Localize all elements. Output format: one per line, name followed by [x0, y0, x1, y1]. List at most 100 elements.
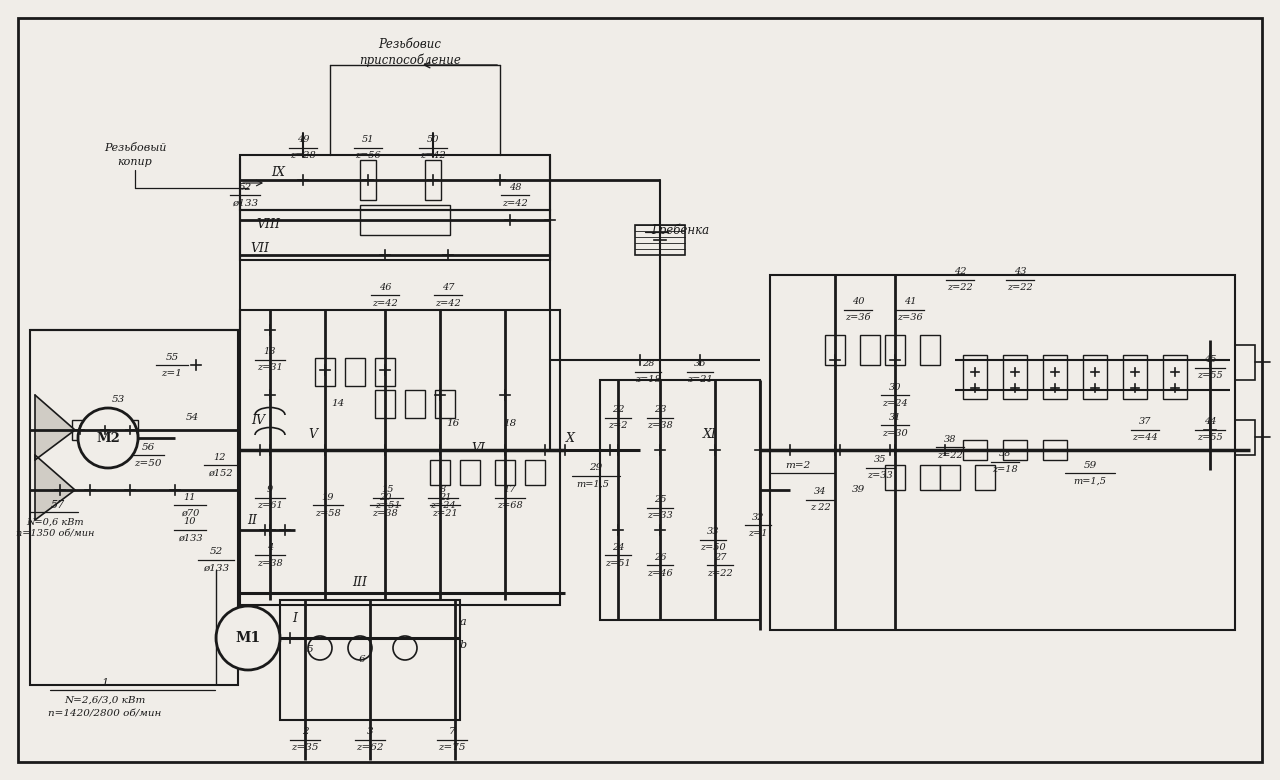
- Text: 34: 34: [814, 488, 827, 497]
- Bar: [1043, 355, 1068, 399]
- Text: 52: 52: [238, 183, 252, 192]
- Text: 3: 3: [366, 728, 374, 736]
- Text: z=21: z=21: [687, 375, 713, 385]
- Text: z=68: z=68: [497, 502, 522, 510]
- Bar: [963, 440, 987, 460]
- Text: z=58: z=58: [315, 509, 340, 517]
- Text: 10: 10: [184, 517, 196, 526]
- Text: z=46: z=46: [648, 569, 673, 577]
- Bar: [375, 390, 396, 418]
- Text: 47: 47: [442, 282, 454, 292]
- Text: 2: 2: [302, 728, 308, 736]
- Text: ø133: ø133: [204, 563, 229, 573]
- Bar: [495, 460, 515, 485]
- Text: z=31: z=31: [257, 363, 283, 373]
- Text: 24: 24: [612, 543, 625, 551]
- Bar: [975, 465, 995, 490]
- Text: М1: М1: [236, 631, 261, 645]
- Text: z=56: z=56: [355, 151, 381, 161]
- Text: приспособление: приспособление: [360, 53, 461, 67]
- Text: z=42: z=42: [420, 151, 445, 161]
- Bar: [600, 380, 760, 620]
- Text: z=42: z=42: [372, 299, 398, 307]
- Text: 43: 43: [1014, 268, 1027, 276]
- Text: 44: 44: [1203, 417, 1216, 427]
- Text: 18: 18: [503, 419, 517, 427]
- Bar: [920, 335, 940, 365]
- Text: 40: 40: [851, 297, 864, 307]
- Bar: [826, 335, 845, 365]
- Bar: [460, 460, 480, 485]
- Bar: [771, 275, 1235, 630]
- Text: z=24: z=24: [882, 399, 908, 407]
- Bar: [884, 465, 905, 490]
- Bar: [1235, 345, 1254, 380]
- Text: 45: 45: [1203, 356, 1216, 364]
- Text: 42: 42: [954, 268, 966, 276]
- Text: 22: 22: [612, 406, 625, 414]
- Text: z=42: z=42: [502, 198, 527, 207]
- Text: ø133: ø133: [232, 198, 259, 207]
- Text: 21: 21: [439, 492, 452, 502]
- Polygon shape: [35, 395, 76, 460]
- Text: 53: 53: [111, 395, 124, 405]
- Text: 59: 59: [1083, 460, 1097, 470]
- Text: 50: 50: [426, 136, 439, 144]
- Text: b: b: [460, 640, 467, 650]
- Bar: [425, 160, 442, 200]
- Text: копир: копир: [118, 157, 152, 167]
- Text: 11: 11: [184, 492, 196, 502]
- Text: 23: 23: [654, 406, 667, 414]
- Bar: [241, 310, 561, 605]
- Text: z=50: z=50: [134, 459, 161, 467]
- Bar: [404, 390, 425, 418]
- Bar: [430, 460, 451, 485]
- Text: z=22: z=22: [937, 451, 963, 459]
- Text: z=61: z=61: [257, 502, 283, 510]
- Text: 9: 9: [266, 485, 273, 495]
- Text: N=2,6/3,0 кВт: N=2,6/3,0 кВт: [64, 696, 146, 704]
- Circle shape: [308, 636, 332, 660]
- Text: z=1: z=1: [749, 529, 768, 537]
- Text: III: III: [352, 576, 367, 590]
- Text: 26: 26: [654, 552, 667, 562]
- Text: 55: 55: [165, 353, 179, 361]
- Text: 14: 14: [332, 399, 344, 407]
- Text: z=18: z=18: [992, 466, 1018, 474]
- Text: 28: 28: [641, 360, 654, 368]
- Text: 54: 54: [186, 413, 198, 423]
- Bar: [241, 155, 550, 210]
- Text: XI: XI: [703, 428, 717, 441]
- Text: VI: VI: [471, 441, 485, 455]
- Text: z=75: z=75: [438, 743, 466, 753]
- Text: X: X: [566, 431, 575, 445]
- Bar: [963, 355, 987, 399]
- Text: 31: 31: [888, 413, 901, 421]
- Bar: [940, 465, 960, 490]
- Text: a: a: [460, 617, 466, 627]
- Text: 51: 51: [362, 136, 374, 144]
- Bar: [360, 205, 451, 235]
- Text: z 22: z 22: [810, 504, 831, 512]
- Text: М2: М2: [96, 431, 120, 445]
- Text: 12: 12: [214, 452, 227, 462]
- Text: 27: 27: [714, 552, 726, 562]
- Text: 57: 57: [51, 500, 65, 510]
- Bar: [1123, 355, 1147, 399]
- Bar: [635, 225, 685, 255]
- Text: z=38: z=38: [257, 558, 283, 568]
- Bar: [525, 460, 545, 485]
- Text: 39: 39: [851, 485, 864, 495]
- Text: m=1,5: m=1,5: [1074, 477, 1106, 485]
- Bar: [920, 465, 940, 490]
- Polygon shape: [35, 455, 76, 520]
- Text: 29: 29: [589, 463, 603, 473]
- Text: z=38: z=38: [648, 421, 673, 431]
- Bar: [122, 420, 138, 440]
- Text: z=21: z=21: [433, 509, 458, 517]
- Bar: [315, 358, 335, 386]
- Bar: [97, 420, 113, 440]
- Bar: [241, 210, 550, 260]
- Text: z=62: z=62: [356, 743, 384, 753]
- Circle shape: [348, 636, 372, 660]
